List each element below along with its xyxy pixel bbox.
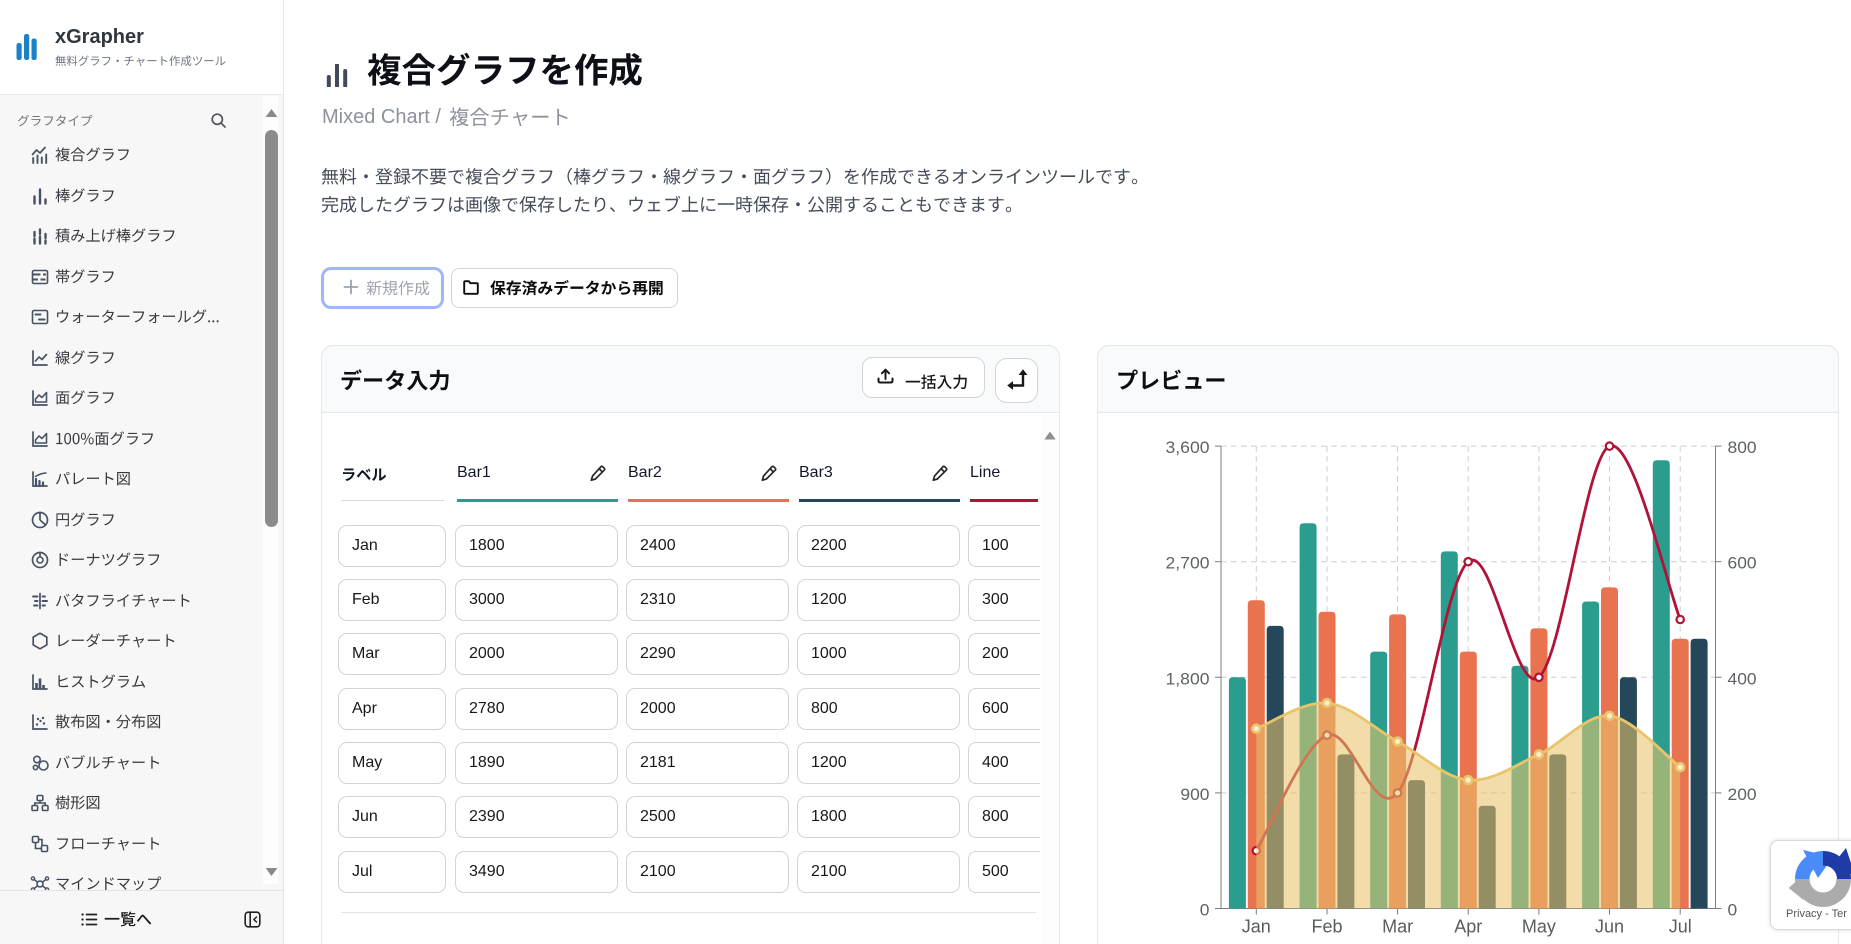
svg-text:900: 900 — [1180, 785, 1209, 804]
svg-text:200: 200 — [1728, 785, 1757, 804]
svg-text:2,700: 2,700 — [1166, 554, 1210, 573]
svg-text:Apr: Apr — [1454, 917, 1482, 937]
svg-text:Jun: Jun — [1595, 917, 1624, 937]
svg-text:800: 800 — [1728, 438, 1757, 457]
svg-text:May: May — [1522, 917, 1556, 937]
svg-text:Feb: Feb — [1311, 917, 1342, 937]
svg-text:Mar: Mar — [1382, 917, 1413, 937]
svg-text:400: 400 — [1728, 669, 1757, 688]
svg-text:0: 0 — [1728, 901, 1738, 920]
svg-text:3,600: 3,600 — [1166, 438, 1210, 457]
svg-text:0: 0 — [1200, 901, 1210, 920]
svg-text:600: 600 — [1728, 554, 1757, 573]
svg-text:1,800: 1,800 — [1166, 669, 1210, 688]
svg-text:Jan: Jan — [1242, 917, 1271, 937]
svg-text:Jul: Jul — [1669, 917, 1692, 937]
